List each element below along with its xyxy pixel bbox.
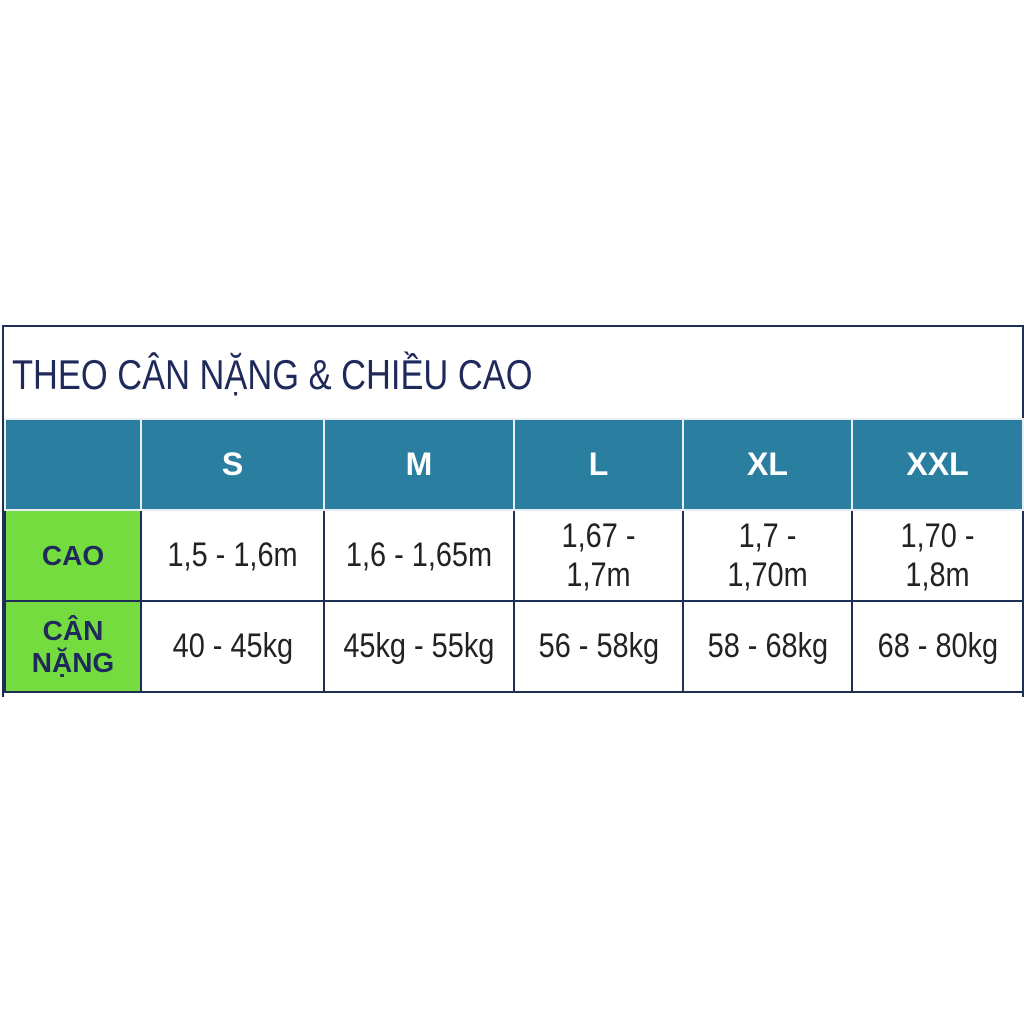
cell: 45kg - 55kg — [323, 600, 515, 693]
size-header: XXL — [851, 418, 1024, 511]
header-row: S M L XL XXL — [4, 418, 1024, 511]
cell: 56 - 58kg — [513, 600, 684, 693]
cell: 1,7 - 1,70m — [682, 509, 853, 602]
cell-text: 1,70 - 1,8m — [900, 516, 975, 594]
cell-text: 1,5 - 1,6m — [167, 536, 298, 574]
cell-text: 58 - 68kg — [707, 627, 828, 665]
cell-text: 1,67 - 1,7m — [561, 516, 636, 594]
cell: 68 - 80kg — [851, 600, 1024, 693]
size-chart: THEO CÂN NẶNG & CHIỀU CAO S M L XL XXL CAO 1,5… — [2, 325, 1024, 697]
cell: 1,6 - 1,65m — [323, 509, 515, 602]
size-header: M — [323, 418, 515, 511]
cell: 40 - 45kg — [140, 600, 325, 693]
size-header: L — [513, 418, 684, 511]
cell: 1,5 - 1,6m — [140, 509, 325, 602]
corner-cell — [4, 418, 142, 511]
size-header: S — [140, 418, 325, 511]
cell: 58 - 68kg — [682, 600, 853, 693]
cell: 1,70 - 1,8m — [851, 509, 1024, 602]
cell-text: 68 - 80kg — [877, 627, 998, 665]
title: THEO CÂN NẶNG & CHIỀU CAO — [12, 351, 533, 398]
cell-text: 40 - 45kg — [172, 627, 293, 665]
data-row: CÂN NẶNG 40 - 45kg 45kg - 55kg 56 - 58kg 58 … — [4, 600, 1024, 693]
size-header: XL — [682, 418, 853, 511]
cell: 1,67 - 1,7m — [513, 509, 684, 602]
cell-text: 56 - 58kg — [538, 627, 659, 665]
cell-text: 1,6 - 1,65m — [345, 536, 493, 574]
size-table: S M L XL XXL CAO 1,5 - 1,6m 1,6 - 1,65m 1,67 - 1… — [4, 418, 1024, 693]
data-row: CAO 1,5 - 1,6m 1,6 - 1,65m 1,67 - 1,7m 1,7 -… — [4, 509, 1024, 602]
row-label: CAO — [4, 509, 142, 602]
row-label: CÂN NẶNG — [4, 600, 142, 693]
cell-text: 45kg - 55kg — [343, 627, 495, 665]
cell-text: 1,7 - 1,70m — [727, 516, 808, 594]
